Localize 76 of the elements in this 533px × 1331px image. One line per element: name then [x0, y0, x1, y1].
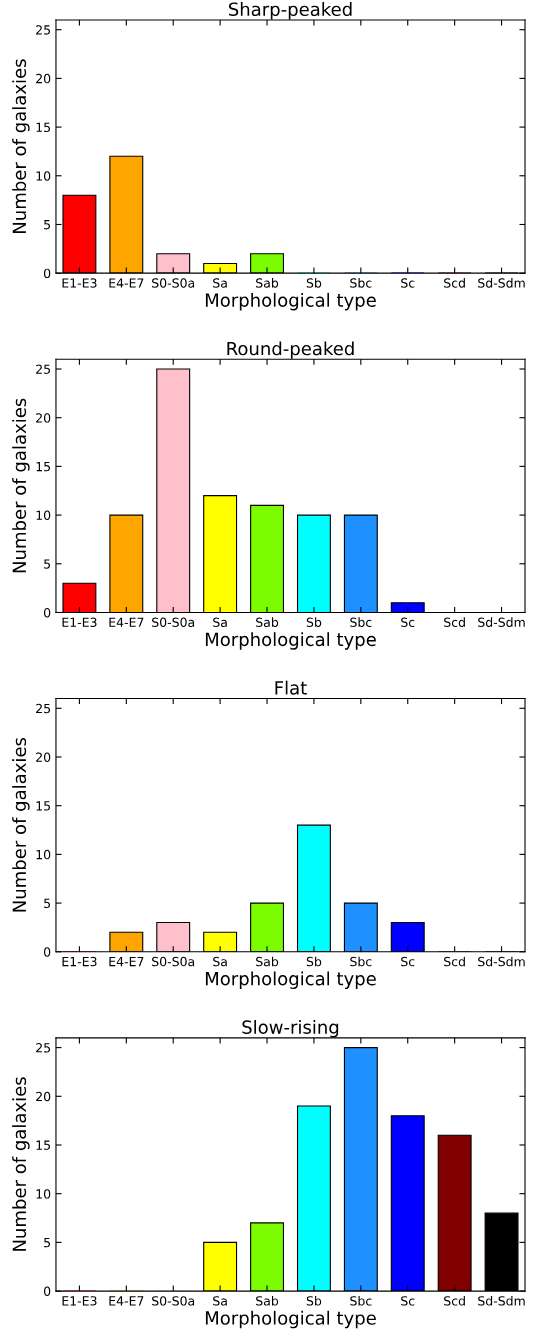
x-tick-label: Sab — [256, 617, 279, 628]
x-tick-label: Sbc — [350, 956, 372, 967]
x-tick-label: Sbc — [350, 617, 372, 628]
y-axis-title: Number of galaxies — [12, 737, 30, 912]
x-tick-label: E1-E3 — [62, 278, 97, 288]
y-tick-label: 0 — [43, 1286, 51, 1296]
x-tick-label: E1-E3 — [62, 617, 97, 628]
x-tick-label: Sd-Sdm — [478, 956, 525, 967]
x-tick-label: E4-E7 — [109, 278, 144, 288]
x-tick-label: Sc — [401, 278, 415, 288]
x-tick-label: Sbc — [350, 1295, 372, 1306]
x-tick-label: Scd — [444, 956, 465, 967]
x-tick-label: S0-S0a — [152, 617, 195, 628]
x-tick-label: Sc — [401, 617, 415, 628]
chart-title: Flat — [275, 680, 307, 695]
x-tick-label: Scd — [444, 617, 465, 628]
x-tick-label: E4-E7 — [109, 617, 144, 627]
y-axis-title: Number of galaxies — [12, 398, 30, 573]
x-tick-label: Sb — [306, 278, 322, 288]
x-tick-label: Sa — [213, 278, 227, 288]
y-tick-label: 15 — [36, 122, 51, 133]
y-tick-label: 25 — [36, 1043, 51, 1053]
y-tick-label: 25 — [36, 25, 51, 35]
chart-title: Slow-rising — [242, 1019, 339, 1038]
y-tick-label: 10 — [36, 171, 51, 181]
y-tick-label: 20 — [36, 1091, 51, 1102]
x-tick-label: Sc — [401, 1296, 415, 1306]
x-tick-label: Sa — [213, 1296, 227, 1306]
x-tick-label: E4-E7 — [109, 957, 144, 967]
x-tick-label: Sd-Sdm — [478, 617, 525, 628]
x-tick-label: E1-E3 — [62, 956, 97, 967]
x-tick-label: Sa — [213, 956, 227, 967]
y-tick-label: 25 — [36, 364, 51, 374]
x-tick-label: S0-S0a — [152, 1296, 195, 1306]
y-tick-label: 20 — [36, 73, 51, 84]
x-tick-label: Sab — [256, 278, 279, 288]
y-tick-label: 15 — [36, 1140, 51, 1150]
x-tick-label: Sb — [306, 956, 322, 967]
y-tick-label: 15 — [36, 462, 51, 472]
x-tick-label: Scd — [444, 278, 465, 288]
x-tick-label: Sb — [306, 617, 322, 628]
chart-title: Sharp-peaked — [228, 2, 352, 20]
y-tick-label: 0 — [43, 268, 51, 279]
x-tick-label: Sd-Sdm — [478, 278, 525, 288]
x-tick-label: Sab — [256, 956, 279, 967]
x-tick-label: S0-S0a — [152, 956, 195, 967]
x-axis-title: Morphological type — [205, 1310, 376, 1329]
y-tick-label: 5 — [44, 220, 51, 230]
x-tick-label: S0-S0a — [152, 278, 195, 288]
chart-title: Round-peaked — [227, 341, 354, 359]
y-tick-label: 20 — [36, 413, 51, 423]
x-axis-title: Morphological type — [205, 971, 376, 989]
x-tick-label: Sb — [306, 1295, 322, 1306]
x-tick-label: Sab — [256, 1295, 279, 1306]
y-axis-title: Number of galaxies — [12, 1077, 30, 1251]
y-axis-title: Number of galaxies — [12, 59, 30, 233]
x-axis-title: Morphological type — [205, 292, 376, 311]
x-tick-label: E4-E7 — [109, 1296, 144, 1306]
y-tick-label: 0 — [43, 947, 51, 957]
y-tick-label: 10 — [36, 1189, 51, 1199]
y-tick-label: 5 — [44, 559, 51, 569]
y-tick-label: 20 — [36, 752, 51, 762]
y-tick-label: 15 — [36, 801, 51, 811]
x-tick-label: Scd — [444, 1295, 465, 1306]
y-tick-label: 5 — [44, 898, 51, 908]
y-tick-label: 5 — [44, 1238, 51, 1248]
x-tick-label: E1-E3 — [62, 1296, 97, 1306]
y-tick-label: 25 — [36, 703, 51, 714]
x-tick-label: Sbc — [350, 278, 372, 288]
x-tick-label: Sd-Sdm — [478, 1295, 525, 1306]
x-axis-title: Morphological type — [205, 632, 376, 650]
y-tick-label: 10 — [36, 849, 51, 860]
y-tick-label: 0 — [43, 607, 51, 618]
x-tick-label: Sa — [213, 617, 227, 628]
y-tick-label: 10 — [36, 510, 51, 521]
x-tick-label: Sc — [401, 956, 415, 967]
